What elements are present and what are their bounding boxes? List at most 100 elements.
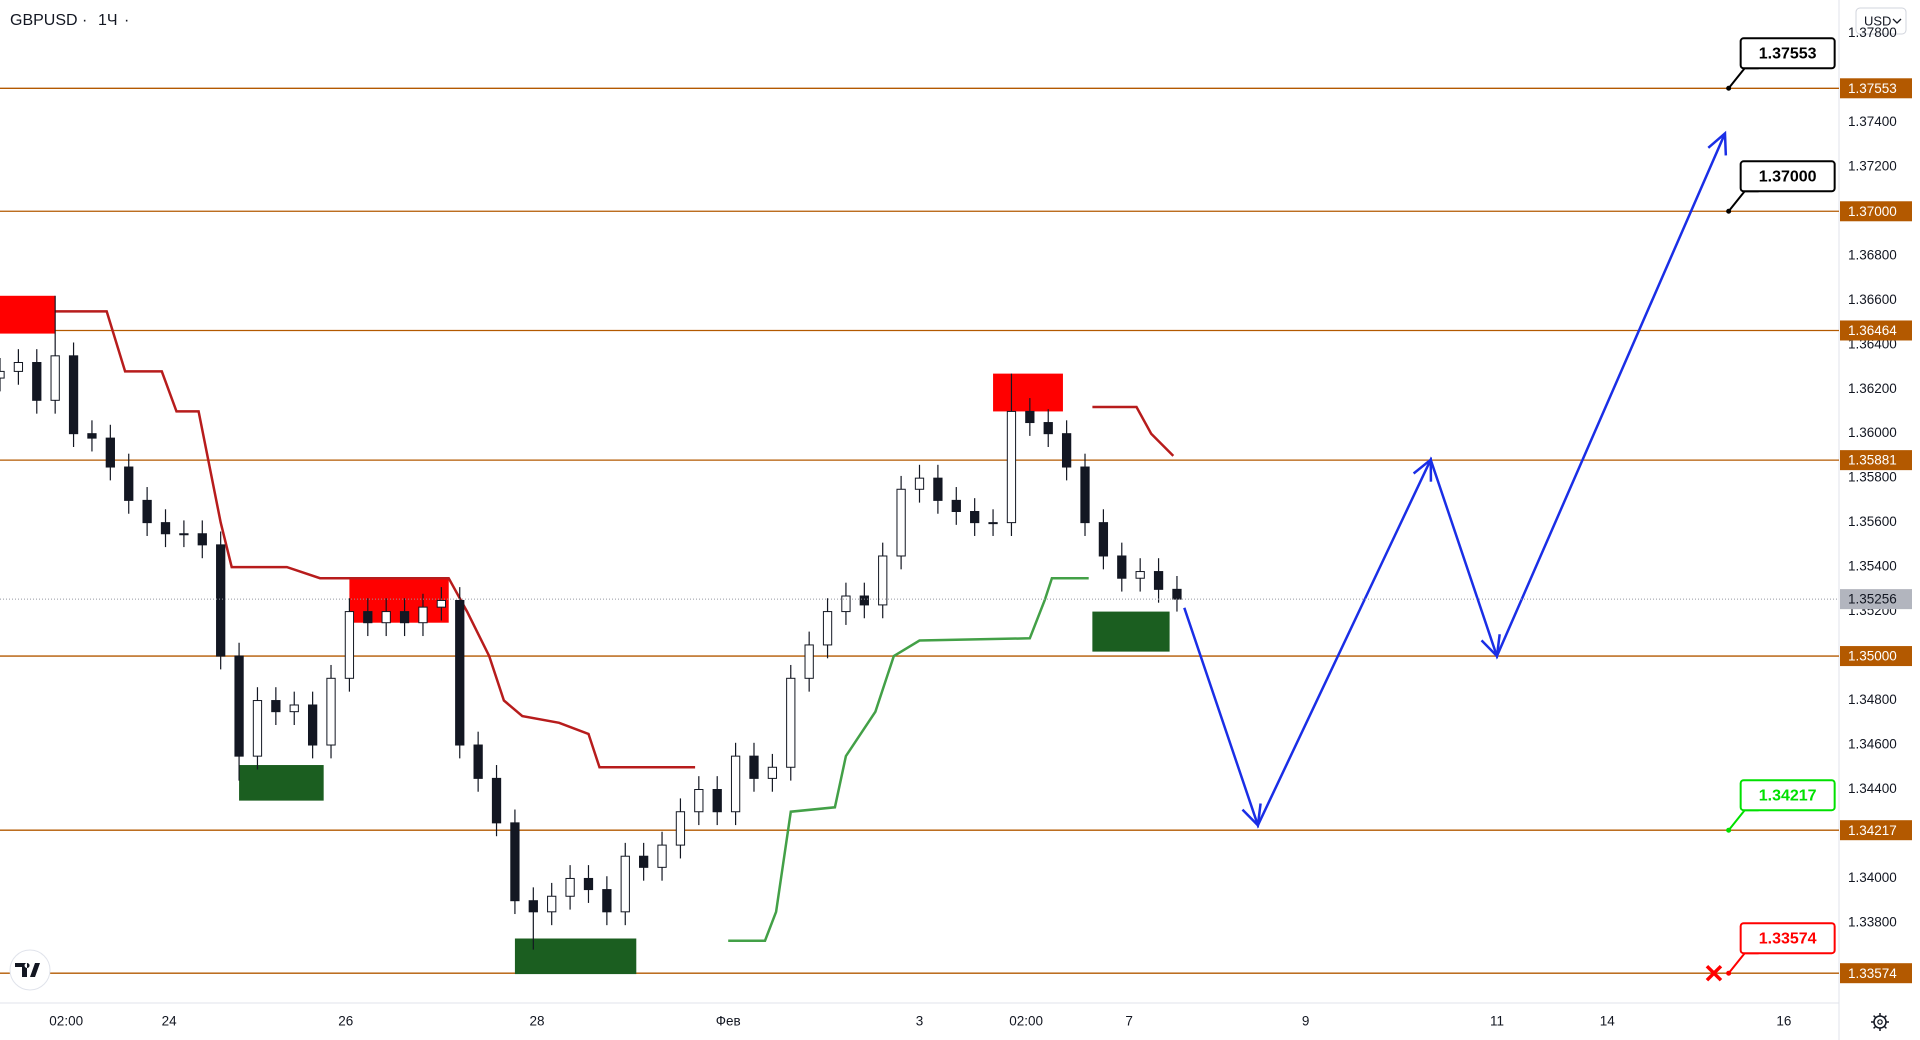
separator: · xyxy=(82,12,87,29)
candle-body xyxy=(252,700,263,757)
x-tick-label: 02:00 xyxy=(1009,1014,1043,1029)
candle-body xyxy=(344,611,355,679)
candle-body xyxy=(767,766,778,779)
y-tick-label: 1.37800 xyxy=(1848,25,1897,40)
candle-body xyxy=(878,555,888,606)
candle-body xyxy=(822,611,833,646)
plot xyxy=(0,87,1839,975)
level-label-box xyxy=(1840,963,1912,984)
candle-body xyxy=(179,533,189,536)
candle-body xyxy=(528,900,538,913)
candle-body xyxy=(363,611,373,624)
level-label: 1.33574 xyxy=(1848,966,1897,981)
level-label-box xyxy=(1840,320,1912,341)
candle-body xyxy=(418,606,428,624)
zone xyxy=(239,765,324,801)
candle-body xyxy=(1098,522,1109,557)
y-tick-label: 1.34400 xyxy=(1848,781,1897,796)
callout-anchor xyxy=(1726,85,1732,91)
candle-body xyxy=(583,877,594,891)
y-tick-label: 1.33800 xyxy=(1848,915,1897,930)
candle-body xyxy=(510,822,520,902)
currency[interactable]: USD xyxy=(1864,13,1891,28)
dropdown-icon xyxy=(1892,18,1902,24)
candle-body xyxy=(307,704,318,746)
candle-body xyxy=(1080,466,1090,524)
x-tick-label: 16 xyxy=(1776,1014,1791,1029)
y-tick-label: 1.36800 xyxy=(1848,247,1897,262)
candle-body xyxy=(1006,410,1017,524)
candle-body xyxy=(1061,433,1072,468)
zone xyxy=(514,938,637,975)
zone xyxy=(993,373,1063,412)
x-tick-label: 9 xyxy=(1302,1014,1310,1029)
projection-arrowhead xyxy=(1480,634,1501,659)
projection-arrowhead xyxy=(1241,803,1262,829)
y-tick-label: 1.36600 xyxy=(1848,292,1897,307)
currency-button[interactable] xyxy=(1855,7,1907,35)
candle-body xyxy=(1117,555,1127,579)
level-label: 1.35881 xyxy=(1848,453,1897,468)
candle-body xyxy=(1135,571,1145,579)
x-tick-label: 28 xyxy=(529,1014,544,1029)
x-tick-label: Фев xyxy=(716,1014,741,1029)
last-price-label: 1.35256 xyxy=(1848,592,1897,607)
y-tick-label: 1.35600 xyxy=(1848,514,1897,529)
candle-body xyxy=(1043,422,1053,435)
y-tick-label: 1.34600 xyxy=(1848,737,1897,752)
callout-box xyxy=(1739,922,1836,955)
callout-anchor xyxy=(1726,970,1732,976)
level-label-box xyxy=(1840,201,1912,222)
callout-label: 1.33574 xyxy=(1759,930,1817,947)
y-tick-label: 1.34000 xyxy=(1848,870,1897,885)
level-label: 1.34217 xyxy=(1848,823,1897,838)
candle-body xyxy=(914,477,925,490)
zone xyxy=(0,295,56,334)
candle-body xyxy=(602,889,612,913)
candle-body xyxy=(896,488,906,557)
candle-body xyxy=(730,755,741,813)
x-tick-label: 24 xyxy=(162,1014,178,1029)
candle-body xyxy=(1172,588,1182,600)
level-label: 1.36464 xyxy=(1848,323,1897,338)
y-tick-label: 1.36000 xyxy=(1848,425,1897,440)
candle-body xyxy=(105,437,115,468)
symbol: GBPUSD xyxy=(10,12,78,29)
x-tick-label: 3 xyxy=(916,1014,924,1029)
candle-body xyxy=(142,499,152,524)
candle-body xyxy=(455,599,465,746)
y-tick-label: 1.37200 xyxy=(1848,158,1897,173)
level-label: 1.37000 xyxy=(1848,204,1897,219)
candle-body xyxy=(271,700,281,713)
stop-cross xyxy=(1705,964,1723,982)
trail-line xyxy=(55,310,696,769)
x-tick-label: 02:00 xyxy=(49,1014,83,1029)
candle-body xyxy=(841,595,851,613)
candle-body xyxy=(749,755,759,779)
x-tick-label: 11 xyxy=(1490,1014,1504,1029)
projection-arrowhead xyxy=(1412,457,1433,482)
callout-label: 1.37000 xyxy=(1759,168,1817,185)
candle-body xyxy=(326,677,336,746)
candle-body xyxy=(289,704,299,713)
candle-body xyxy=(988,522,998,525)
level-label-box xyxy=(1840,78,1912,99)
candle-body xyxy=(124,466,134,501)
candle-body xyxy=(951,499,961,513)
y-tick-label: 1.36200 xyxy=(1848,381,1897,396)
candle-body xyxy=(547,895,557,913)
zone xyxy=(1092,611,1170,652)
x-tick-label: 7 xyxy=(1125,1014,1133,1029)
candle-body xyxy=(87,433,97,439)
callout-label: 1.34217 xyxy=(1759,787,1817,804)
level-label: 1.37553 xyxy=(1848,81,1897,96)
callout-box xyxy=(1739,160,1836,193)
candle-body xyxy=(657,844,667,868)
settings-icon[interactable] xyxy=(1871,1013,1889,1031)
x-tick-label: 26 xyxy=(338,1014,353,1029)
candle-body xyxy=(0,370,5,379)
candle-body xyxy=(32,362,42,401)
separator: · xyxy=(124,12,129,29)
callout-label: 1.37553 xyxy=(1759,46,1817,63)
